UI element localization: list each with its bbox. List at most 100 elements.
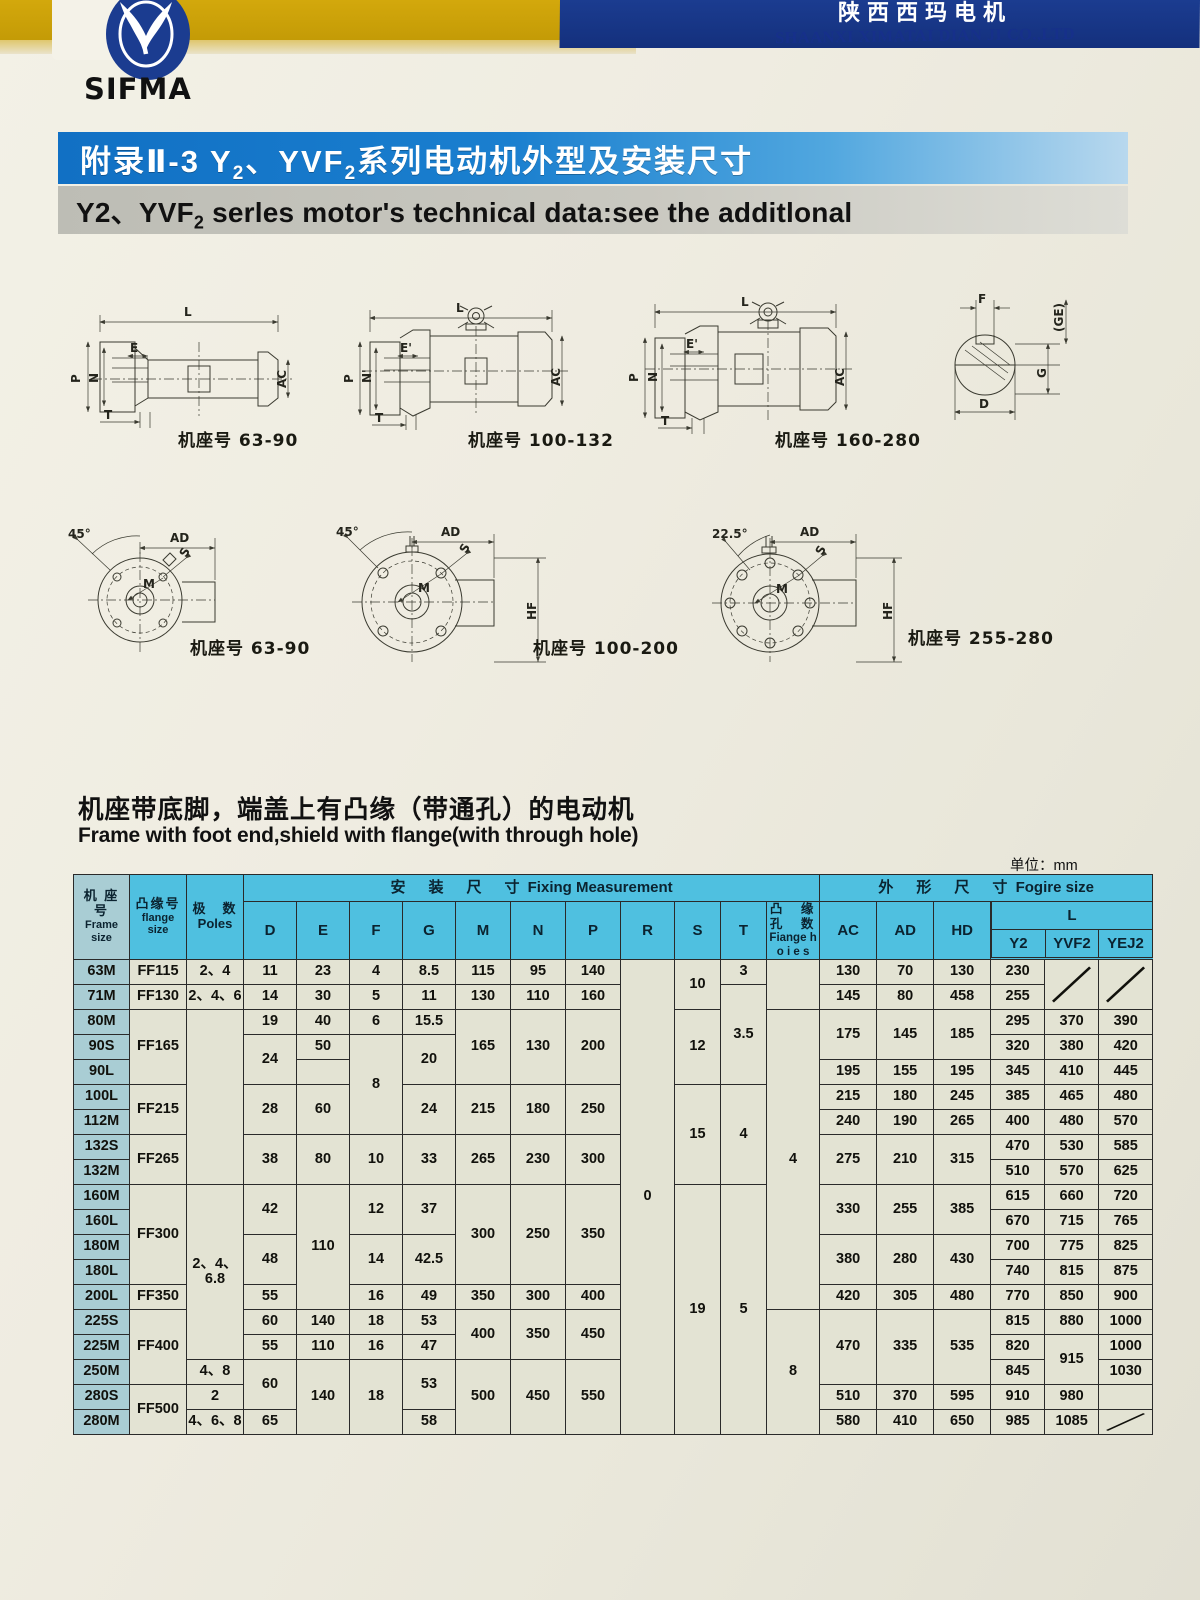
th-AD: AD (876, 901, 935, 960)
cell-P: 160 (565, 983, 621, 1010)
logo-wordmark: SIFMA (84, 72, 192, 106)
cell-frame-size: 90L (73, 1058, 130, 1085)
svg-text:HF: HF (881, 602, 895, 620)
cell-AC: 330 (819, 1183, 878, 1235)
cell-L-YVF2: 1085 (1044, 1408, 1100, 1435)
cell-P: 200 (565, 1008, 621, 1085)
cell-D: 48 (243, 1233, 297, 1285)
svg-text:M: M (418, 581, 430, 595)
cell-E: 140 (296, 1308, 350, 1335)
svg-text:N: N (87, 373, 101, 383)
th-group-outline: 外 形 尺 寸 Fogire size (819, 874, 1154, 902)
svg-text:F: F (978, 292, 986, 306)
svg-text:M: M (143, 577, 155, 591)
cell-F: 5 (349, 983, 403, 1010)
cell-D: 65 (243, 1408, 297, 1435)
cell-poles (186, 1008, 244, 1185)
svg-text:22.5°: 22.5° (712, 527, 748, 541)
cell-L-Y2: 320 (990, 1033, 1046, 1060)
th-F: F (349, 901, 403, 960)
cell-L-YEJ2: 445 (1098, 1058, 1154, 1085)
appendix-title-cn-bar: 附录Ⅱ-3 Y2、YVF2系列电动机外型及安装尺寸 (58, 132, 1128, 184)
cell-L-YVF2: 880 (1044, 1308, 1100, 1335)
cell-M: 400 (455, 1308, 511, 1360)
svg-text:S: S (456, 541, 472, 555)
cell-S: 15 (674, 1083, 721, 1185)
th-L: L (991, 902, 1153, 931)
cell-frame-size: 160M (73, 1183, 130, 1210)
th-poles: 极 数 Poles (186, 874, 244, 960)
cell-N: 350 (510, 1308, 566, 1360)
drawing-caption-6: 机座号 255-280 (908, 628, 1054, 649)
table-row: 90S 24 50 8 20 320 380 420 (73, 1033, 1154, 1135)
cell-flange-size: FF400 (129, 1308, 187, 1385)
cell-N: 450 (510, 1358, 566, 1435)
cell-M: 300 (455, 1183, 511, 1285)
svg-text:AC: AC (549, 368, 563, 386)
cell-L-YEJ2: 480 (1098, 1083, 1154, 1110)
cell-E: 60 (296, 1083, 350, 1135)
cell-AD: 210 (876, 1133, 935, 1185)
cell-P: 550 (565, 1358, 621, 1435)
cell-frame-size: 180M (73, 1233, 130, 1260)
cell-N: 95 (510, 958, 566, 985)
cell-L-YVF2: 980 (1044, 1383, 1100, 1410)
header-sub-row: D E F G M N P R S T 凸 缘 孔 数 Fiange h o i… (74, 901, 1153, 960)
cell-frame-size: 280S (73, 1383, 130, 1410)
cell-flange-size: FF350 (129, 1283, 187, 1310)
section-title-en: Frame with foot end,shield with flange(w… (78, 824, 639, 847)
table-row: 280M 4、6、8 65 58 580 410 650 985 1085 (73, 1408, 1154, 1435)
cell-L-YEJ2: 875 (1098, 1258, 1154, 1285)
cell-L-Y2: 470 (990, 1133, 1046, 1160)
cell-D: 60 (243, 1308, 297, 1335)
cell-D: 14 (243, 983, 297, 1010)
cell-G: 15.5 (402, 1008, 456, 1035)
cell-frame-size: 112M (73, 1108, 130, 1135)
cell-P: 450 (565, 1308, 621, 1360)
svg-text:E': E' (686, 337, 698, 351)
cell-L-YEJ2: 1000 (1098, 1308, 1154, 1335)
cell-L-Y2: 740 (990, 1258, 1046, 1285)
cell-frame-size: 90S (73, 1033, 130, 1060)
cell-AD: 305 (876, 1283, 935, 1310)
cell-HD: 265 (933, 1108, 992, 1135)
cell-G: 47 (402, 1333, 456, 1360)
table-row: 90L 195 155 195 345 410 445 (73, 1058, 1154, 1085)
svg-text:G: G (1035, 368, 1049, 378)
table-row: 180M 48 14 42.5 380 280 430 700 775 825 (73, 1233, 1154, 1285)
cell-AC: 175 (819, 1008, 878, 1060)
cell-R: 0 (620, 958, 675, 1435)
cell-L-YEJ2: 390 (1098, 1008, 1154, 1035)
drawing-flange-63-90-end: S M 45° AD (68, 527, 216, 652)
th-E: E (296, 901, 350, 960)
cell-F: 18 (349, 1308, 403, 1335)
cell-L-YEJ2 (1098, 1383, 1154, 1410)
svg-text:L: L (184, 305, 192, 319)
cell-D: 38 (243, 1133, 297, 1185)
cell-F: 8 (349, 1033, 403, 1135)
cell-AD: 155 (876, 1058, 935, 1085)
th-group-fixing: 安 装 尺 寸 Fixing Measurement (242, 874, 821, 902)
cell-F: 12 (349, 1183, 403, 1235)
cell-HD: 315 (933, 1133, 992, 1185)
cell-AC: 195 (819, 1058, 878, 1085)
svg-text:T: T (375, 411, 384, 425)
cell-flange-size: FF265 (129, 1133, 187, 1185)
drawing-flange-255-280-end: S M 22.5° AD HF (712, 525, 902, 663)
cell-AD: 255 (876, 1183, 935, 1235)
svg-text:AD: AD (441, 525, 460, 539)
appendix-title-cn: 附录Ⅱ-3 Y2、YVF2系列电动机外型及安装尺寸 (80, 144, 754, 185)
sifma-monogram-icon (118, 0, 174, 68)
cell-L-YEJ2 (1098, 958, 1154, 1010)
cell-L-YVF2: 660 (1044, 1183, 1100, 1210)
cell-F: 16 (349, 1333, 403, 1360)
svg-text:N: N (646, 372, 660, 382)
slash-icon (1106, 966, 1146, 1003)
cell-AD: 280 (876, 1233, 935, 1285)
table-head: 机 座 号 Frame size 凸缘号 flange size 极 数 Pol… (73, 874, 1154, 960)
table-row: 160L 670 715 765 (73, 1208, 1154, 1235)
cell-frame-size: 180L (73, 1258, 130, 1285)
table-row: 280S FF500 2 510 370 595 910 980 (73, 1383, 1154, 1435)
th-flange-holes: 凸 缘 孔 数 Fiange h o i e s (765, 901, 821, 960)
cell-AD: 190 (876, 1108, 935, 1135)
